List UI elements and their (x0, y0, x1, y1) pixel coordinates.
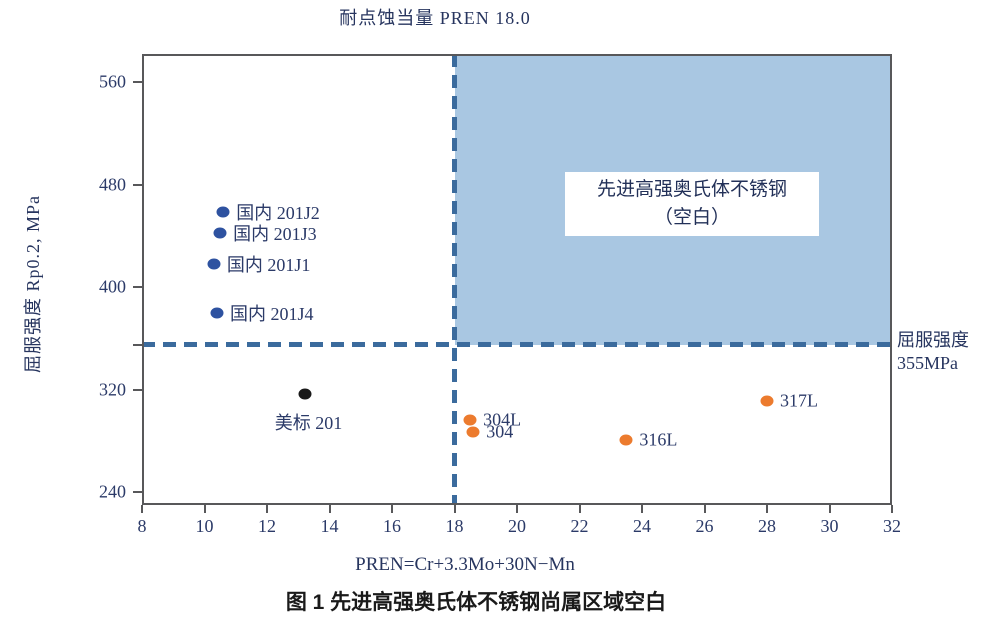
x-axis-title: PREN=Cr+3.3Mo+30N−Mn (355, 554, 575, 575)
data-point-label-国内-201J1: 国内 201J1 (226, 255, 311, 276)
y-tick-560 (133, 81, 142, 84)
x-tick-30 (828, 505, 831, 513)
data-point-label-美标-201: 美标 201 (274, 412, 343, 433)
chart-top-title: 耐点蚀当量 PREN 18.0 (339, 8, 531, 28)
x-tick-26 (703, 505, 706, 513)
x-tick-20 (516, 505, 518, 513)
data-point-国内-201J3 (213, 227, 227, 239)
x-tick-label-8: 8 (137, 516, 147, 536)
x-tick-label-24: 24 (633, 516, 651, 536)
blank-region-label-line2: （空白） (653, 207, 730, 228)
data-point-label-316L: 316L (639, 429, 678, 450)
data-point-304 (466, 426, 480, 438)
x-tick-label-26: 26 (695, 516, 714, 536)
x-tick-16 (391, 505, 393, 513)
data-point-label-317L: 317L (780, 390, 818, 411)
y-tick-label-320: 320 (99, 379, 126, 400)
x-tick-10 (203, 505, 206, 513)
data-point-label-304L: 304L (483, 409, 522, 430)
x-tick-label-12: 12 (258, 516, 276, 536)
y-tick-400 (133, 286, 142, 289)
y-tick-480 (133, 183, 142, 186)
data-point-label-国内-201J3: 国内 201J3 (233, 224, 317, 245)
x-tick-14 (328, 505, 331, 513)
data-point-国内-201J1 (207, 258, 221, 270)
y-tick-label-240: 240 (99, 481, 126, 502)
data-point-label-国内-201J4: 国内 201J4 (230, 303, 314, 324)
plot-area: 先进高强奥氏体不锈钢 （空白） 8 10 12 14 16 18 20 22 24 26 28 30 3… (99, 54, 901, 536)
figure-caption: 图 1 先进高强奥氏体不锈钢尚属区域空白 (285, 591, 667, 614)
x-tick-label-14: 14 (320, 516, 339, 536)
x-tick-label-30: 30 (820, 516, 839, 536)
x-tick-24 (641, 505, 643, 513)
y-tick-320 (133, 388, 142, 391)
pren-18-dashed-line (452, 54, 457, 505)
data-point-美标-201 (298, 388, 311, 400)
y-tick-240 (133, 491, 142, 494)
blank-region-label-box: 先进高强奥氏体不锈钢 （空白） (565, 172, 819, 236)
data-point-label-304: 304 (486, 421, 514, 442)
yield-355-dashed-line (142, 342, 892, 348)
y-tick-355 (133, 343, 142, 346)
x-tick-8 (141, 505, 143, 513)
data-point-国内-201J2 (216, 206, 230, 218)
data-point-国内-201J4 (210, 307, 224, 319)
x-tick-18 (453, 505, 456, 513)
data-point-316L (619, 434, 633, 446)
x-tick-22 (578, 505, 581, 513)
x-tick-label-22: 22 (570, 516, 589, 536)
x-tick-32 (891, 505, 893, 513)
yield-threshold-annotation-line2: 355MPa (897, 353, 959, 373)
y-tick-label-560: 560 (99, 71, 126, 92)
x-tick-label-28: 28 (758, 516, 776, 536)
blank-region-label-line1: 先进高强奥氏体不锈钢 (596, 179, 787, 201)
y-tick-label-400: 400 (99, 276, 126, 297)
x-tick-label-18: 18 (445, 516, 464, 536)
y-axis-title: 屈服强度 Rp0.2, MPa (23, 194, 43, 374)
data-point-304L (463, 414, 477, 426)
x-tick-label-32: 32 (883, 516, 901, 536)
x-tick-label-10: 10 (195, 516, 214, 536)
x-tick-28 (766, 505, 768, 513)
x-tick-12 (266, 505, 268, 513)
yield-threshold-annotation-line1: 屈服强度 (897, 330, 969, 350)
y-tick-label-480: 480 (99, 174, 126, 195)
x-tick-label-20: 20 (508, 516, 526, 536)
yield-threshold-annotation: 屈服强度 355MPa (897, 329, 969, 375)
data-point-317L (760, 395, 774, 407)
data-point-label-国内-201J2: 国内 201J2 (236, 202, 320, 223)
x-tick-label-16: 16 (383, 516, 401, 536)
